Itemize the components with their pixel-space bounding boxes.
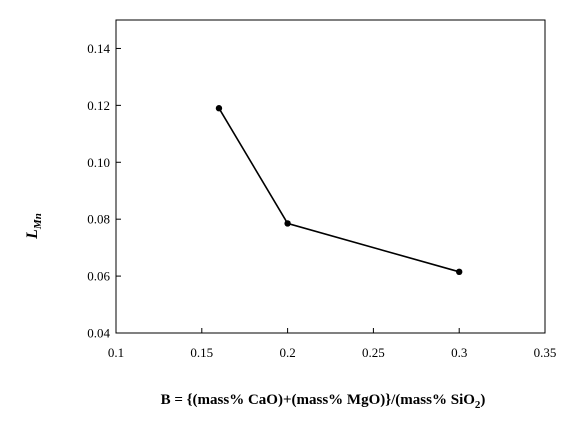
y-axis-title-subscript: Mn [32,213,44,230]
plot-area [115,19,546,334]
y-axis-ticks: 0.04 0.06 0.08 0.10 0.12 0.14 [87,41,121,341]
x-axis-ticks: 0.1 0.15 0.2 0.25 0.3 0.35 [108,328,557,360]
data-point-marker [284,220,291,227]
y-axis-title-main: L [24,229,41,240]
x-axis-title-end: ) [480,392,485,408]
y-axis-title: LMn [24,213,44,240]
x-tick-label: 0.2 [279,345,295,360]
series-line-group [215,105,463,276]
x-tick-label: 0.3 [451,345,467,360]
y-tick-label: 0.06 [87,269,110,284]
x-axis-title: B = {(mass% CaO)+(mass% MgO)}/(mass% SiO… [161,392,486,411]
y-tick-label: 0.12 [87,98,110,113]
y-tick-label: 0.08 [87,212,110,227]
x-axis-title-main: B = {(mass% CaO)+(mass% MgO)}/(mass% SiO [161,392,475,408]
x-tick-label: 0.1 [108,345,124,360]
y-tick-label: 0.14 [87,41,110,56]
x-axis-title-subscript: 2 [475,399,481,411]
y-tick-label: 0.10 [87,155,110,170]
x-tick-label: 0.25 [362,345,385,360]
y-tick-label: 0.04 [87,326,110,341]
x-tick-label: 0.35 [534,345,557,360]
data-point-marker [456,268,463,276]
x-tick-label: 0.15 [190,345,213,360]
data-point-marker [215,105,223,112]
